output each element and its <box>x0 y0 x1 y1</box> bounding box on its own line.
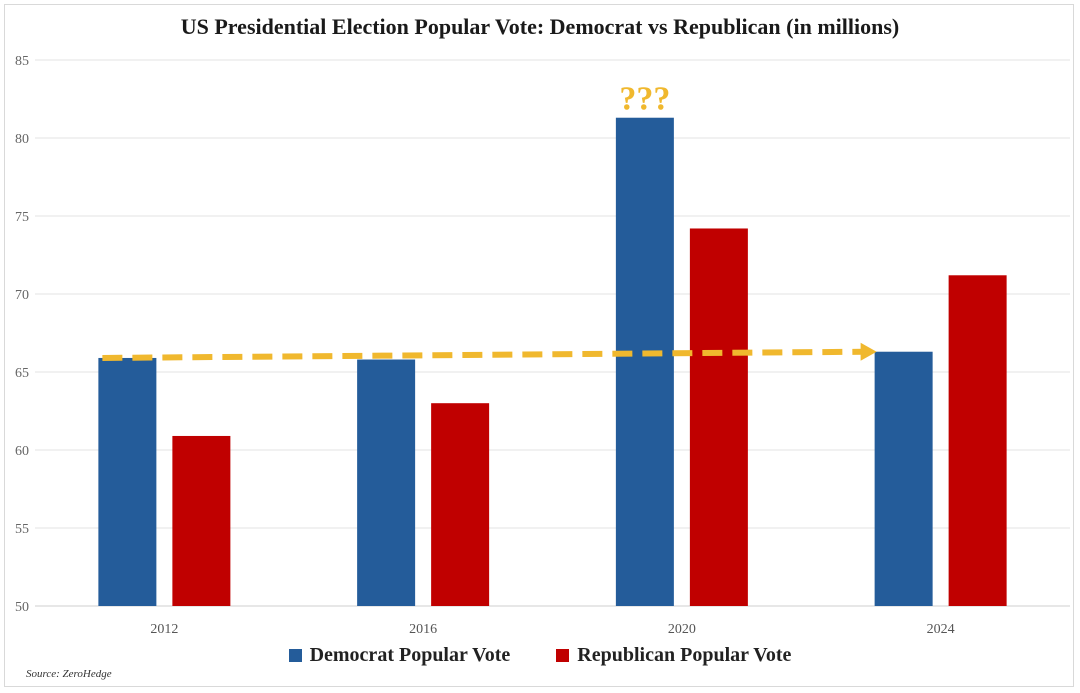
legend-label-democrat: Democrat Popular Vote <box>309 644 511 666</box>
legend-label-republican: Republican Popular Vote <box>577 644 792 666</box>
bar-democrat-2020 <box>615 117 674 606</box>
trend-arrow-line <box>102 348 865 361</box>
y-tick-label-75: 75 <box>15 210 29 225</box>
legend-item-republican: Republican Popular Vote <box>556 644 791 667</box>
chart-legend: Democrat Popular Vote Republican Popular… <box>0 644 1080 667</box>
y-tick-label-65: 65 <box>15 366 29 381</box>
bar-republican-2020 <box>689 228 748 607</box>
x-tick-label-2020: 2020 <box>668 622 696 637</box>
chart-title: US Presidential Election Popular Vote: D… <box>180 14 900 39</box>
x-tick-label-2016: 2016 <box>409 622 437 637</box>
trend-arrow-head <box>860 342 877 361</box>
source-note: Source: ZeroHedge <box>26 668 112 680</box>
x-tick-label-2024: 2024 <box>927 622 955 637</box>
y-tick-label-55: 55 <box>15 522 29 537</box>
legend-swatch-democrat <box>288 649 302 662</box>
bar-republican-2024 <box>948 275 1007 606</box>
y-tick-label-85: 85 <box>15 54 29 69</box>
y-tick-label-70: 70 <box>15 288 29 303</box>
bar-republican-2012 <box>172 435 231 606</box>
y-tick-label-80: 80 <box>15 132 29 147</box>
annotation-question-marks: ??? <box>619 81 670 118</box>
legend-swatch-republican <box>556 649 570 662</box>
bar-democrat-2012 <box>98 357 157 606</box>
bar-democrat-2024 <box>874 351 933 606</box>
bar-republican-2016 <box>431 403 490 606</box>
legend-item-democrat: Democrat Popular Vote <box>288 644 511 667</box>
y-tick-label-60: 60 <box>15 444 29 459</box>
y-tick-label-50: 50 <box>15 600 29 615</box>
bar-democrat-2016 <box>357 359 416 606</box>
x-tick-label-2012: 2012 <box>150 622 178 637</box>
